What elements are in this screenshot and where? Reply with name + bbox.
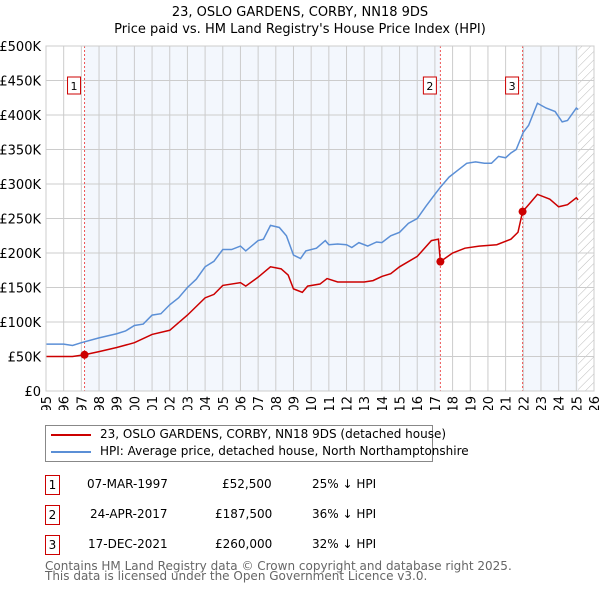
legend-label-hpi: HPI: Average price, detached house, Nort… [100, 444, 469, 458]
sale-date: 07-MAR-1997 [87, 477, 168, 491]
sale-label-box [505, 76, 520, 95]
hpi-diff: 25% ↓ HPI [312, 477, 377, 491]
series-line [46, 193, 579, 358]
x-tick-label: 1995 [40, 396, 55, 410]
legend-swatch-hpi [51, 451, 91, 453]
sale-date: 17-DEC-2021 [88, 537, 168, 551]
x-tick-label: 2000 [128, 396, 143, 410]
y-tick-label: £200K [0, 247, 41, 262]
x-tick-label: 2004 [199, 396, 214, 410]
x-tick-label: 2007 [252, 396, 267, 410]
y-tick-label: £150K [0, 282, 41, 297]
sale-label: 2 [426, 80, 433, 93]
hpi-diff: 32% ↓ HPI [312, 537, 377, 551]
x-tick-label: 2016 [411, 396, 426, 410]
x-tick-label: 2014 [376, 396, 391, 410]
x-tick-label: 1996 [58, 396, 73, 410]
x-tick-label: 2026 [588, 396, 600, 410]
sale-label: 3 [509, 80, 516, 93]
x-tick-label: 2003 [181, 396, 196, 410]
x-tick-label: 2012 [341, 396, 356, 410]
x-tick-label: 1997 [75, 396, 90, 410]
x-tick-label: 1999 [111, 396, 126, 410]
plot-frame [45, 45, 595, 392]
sale-label-box [67, 76, 82, 95]
x-tick-label: 2011 [323, 396, 338, 410]
sale-label: 1 [71, 80, 78, 93]
x-tick-label: 2024 [553, 396, 568, 410]
y-tick-label: £0 [24, 385, 41, 400]
x-tick-label: 2005 [217, 396, 232, 410]
sale-price: £187,500 [215, 507, 273, 521]
y-tick-label: £350K [0, 144, 41, 159]
footer-copyright: Contains HM Land Registry data © Crown c… [45, 559, 512, 573]
x-tick-label: 2002 [164, 396, 179, 410]
x-tick-label: 2008 [270, 396, 285, 410]
series-line [46, 102, 579, 347]
x-tick-label: 2010 [305, 396, 320, 410]
y-tick-label: £50K [8, 351, 42, 366]
sale-point [436, 257, 445, 266]
y-tick-label: £100K [0, 316, 41, 331]
x-tick-label: 2009 [287, 396, 302, 410]
chart-subtitle: Price paid vs. HM Land Registry's House … [114, 22, 486, 37]
x-tick-label: 2023 [535, 396, 550, 410]
hpi-diff: 36% ↓ HPI [312, 507, 377, 521]
y-tick-label: £500K [0, 40, 41, 55]
sale-date: 24-APR-2017 [90, 507, 168, 521]
legend: 23, OSLO GARDENS, CORBY, NN18 9DS (detac… [45, 425, 469, 462]
y-tick-label: £250K [0, 213, 41, 228]
y-tick-label: £300K [0, 178, 41, 193]
sale-price: £260,000 [215, 537, 273, 551]
marker-badge: 2 [45, 505, 60, 525]
sale-label-box [422, 76, 437, 95]
x-tick-label: 2001 [146, 396, 161, 410]
legend-swatch-property [51, 434, 91, 436]
x-tick-label: 2022 [517, 396, 532, 410]
x-tick-label: 2017 [429, 396, 444, 410]
legend-label-property: 23, OSLO GARDENS, CORBY, NN18 9DS (detac… [100, 427, 447, 441]
x-tick-label: 2021 [500, 396, 515, 410]
x-tick-label: 2025 [570, 396, 585, 410]
price-chart: 23, OSLO GARDENS, CORBY, NN18 9DS Price … [0, 5, 600, 410]
y-tick-label: £450K [0, 75, 41, 90]
x-tick-label: 2020 [482, 396, 497, 410]
x-tick-label: 2006 [234, 396, 249, 410]
sale-point [518, 207, 527, 216]
sale-point [80, 350, 89, 359]
marker-badge: 1 [45, 475, 60, 495]
x-tick-label: 2018 [447, 396, 462, 410]
y-tick-label: £400K [0, 109, 41, 124]
x-tick-label: 1998 [93, 396, 108, 410]
x-tick-label: 2019 [464, 396, 479, 410]
marker-badge: 3 [45, 535, 60, 555]
chart-title: 23, OSLO GARDENS, CORBY, NN18 9DS [172, 5, 428, 20]
sale-price: £52,500 [222, 477, 272, 491]
footer-licence: This data is licensed under the Open Gov… [45, 569, 428, 583]
x-tick-label: 2013 [358, 396, 373, 410]
x-tick-label: 2015 [394, 396, 409, 410]
